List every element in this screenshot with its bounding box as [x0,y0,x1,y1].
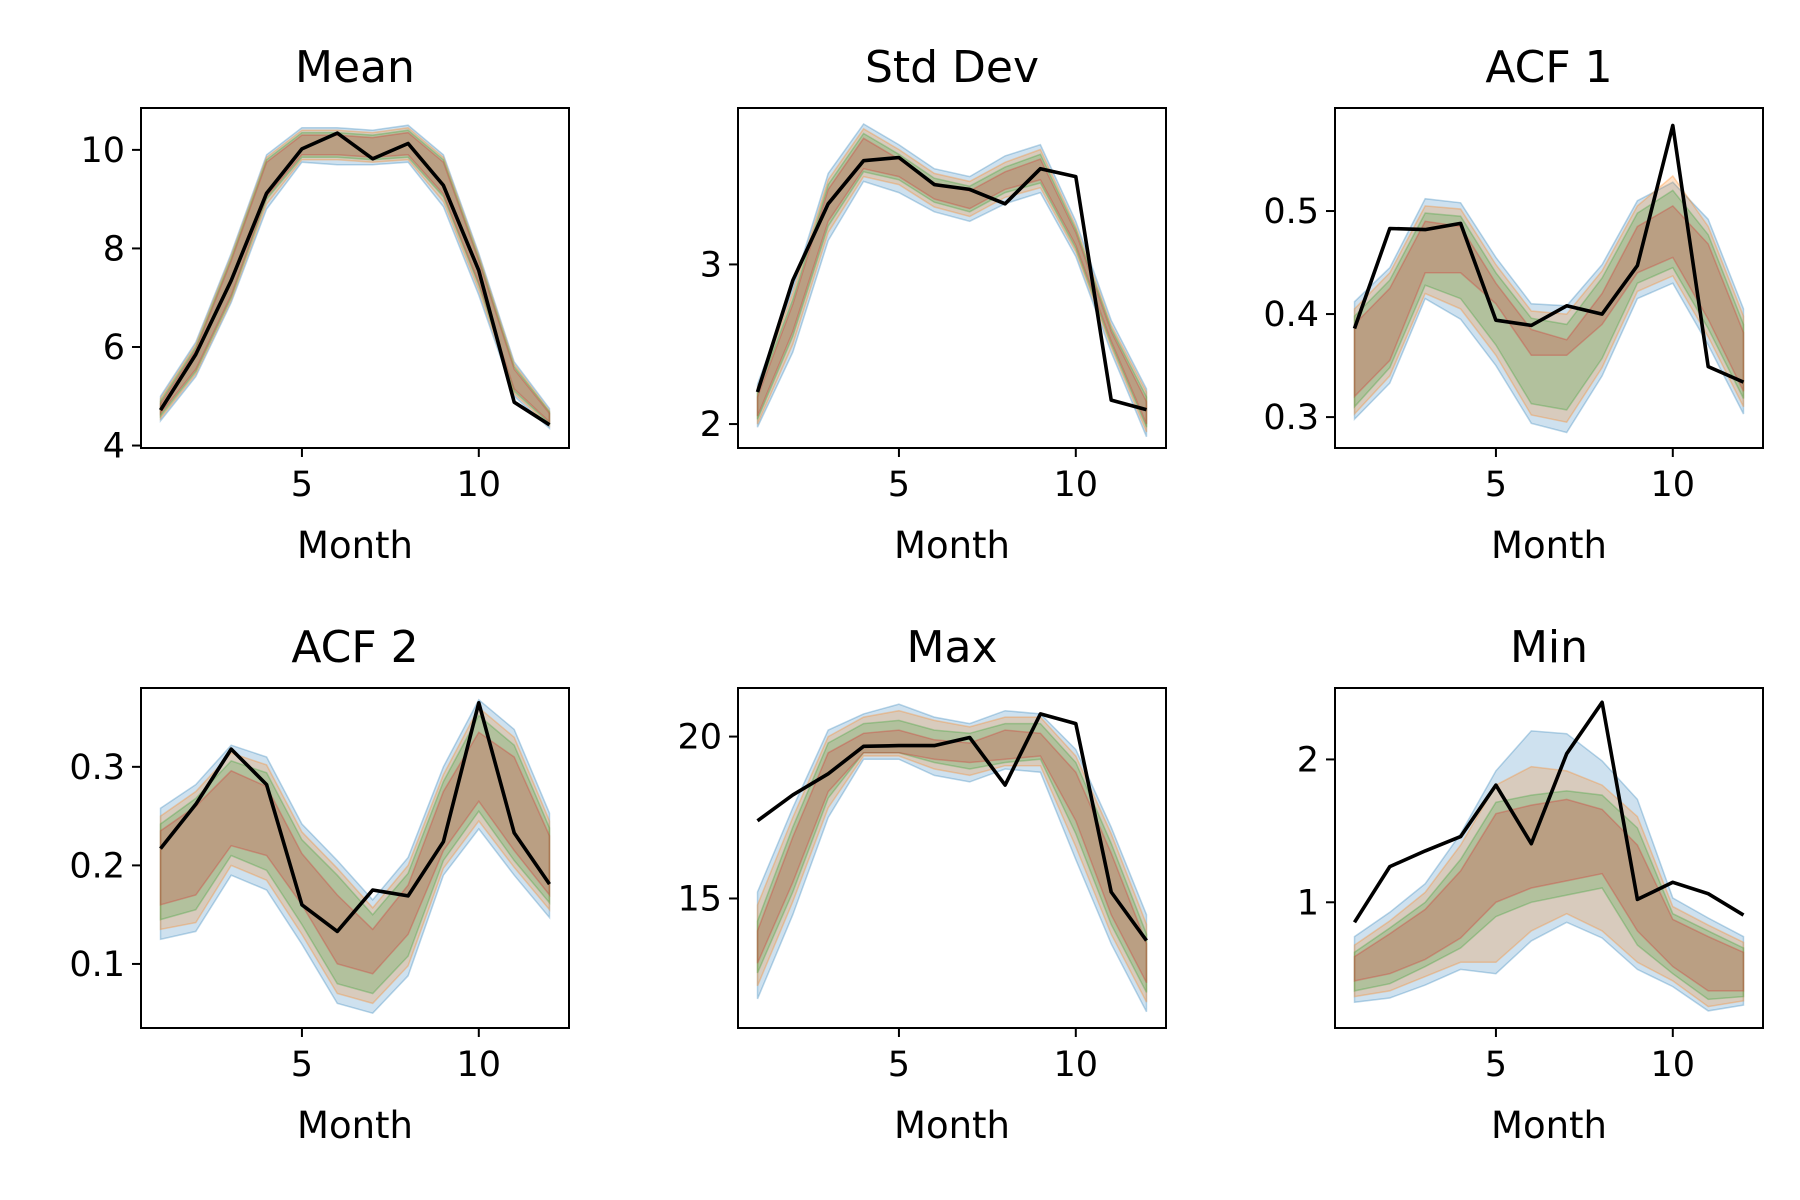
y-tick-label: 2 [1297,740,1319,780]
subplot-1: 5 10 4 6 8 10 Mean Month [80,42,570,567]
subplot-2: 5 10 2 3 Std Dev Month [700,42,1167,567]
band-3 [756,719,1148,993]
series-line [158,131,551,427]
series-line [159,700,551,934]
band-3 [1353,189,1745,411]
y-tick-label: 0.5 [1263,192,1319,232]
subplot-5: 5 10 15 20 Max Month [677,622,1167,1147]
plot-area [755,123,1148,438]
x-tick-label: 10 [1651,1045,1696,1085]
y-tick-label: 20 [677,718,722,758]
band-1 [1353,730,1745,1012]
series-line [755,155,1147,412]
axes-frame [140,687,570,1029]
y-tick-label: 0.1 [69,945,125,985]
y-tick-label: 8 [103,229,125,269]
subplot-title: Max [907,622,998,673]
plot-area [756,703,1148,1013]
axes-frame [737,107,1167,449]
band-4 [159,731,551,975]
band-1 [159,124,551,430]
x-tick-label: 5 [888,465,910,505]
axes-frame [1334,687,1764,1029]
y-tick-label: 0.3 [69,748,125,788]
band-1 [756,123,1148,438]
plot-area [1352,700,1745,1012]
subplot-title: ACF 1 [1485,42,1612,93]
band-1 [756,703,1148,1013]
y-tick-label: 3 [700,245,722,285]
band-2 [159,706,551,1005]
subplot-title: Min [1510,622,1588,673]
x-tick-label: 10 [1651,465,1696,505]
y-tick-label: 0.4 [1263,295,1319,335]
plot-area [158,124,551,430]
x-axis-label: Month [894,524,1010,567]
x-axis-label: Month [297,1104,413,1147]
axes-frame [1334,107,1764,449]
x-axis-label: Month [1491,524,1607,567]
x-axis-label: Month [894,1104,1010,1147]
x-tick-label: 5 [888,1045,910,1085]
band-4 [756,729,1148,984]
x-axis-label: Month [1491,1104,1607,1147]
subplot-title: Std Dev [865,42,1039,93]
x-tick-label: 5 [1485,465,1507,505]
series-line [1352,123,1745,384]
band-3 [1353,790,1745,1001]
band-2 [756,127,1148,433]
y-tick-label: 0.3 [1263,398,1319,438]
x-axis-label: Month [297,524,413,567]
y-tick-label: 10 [80,131,125,171]
band-4 [1353,204,1745,399]
subplot-title: Mean [295,42,415,93]
y-tick-label: 1 [1297,883,1319,923]
y-tick-label: 2 [700,405,722,445]
band-2 [756,709,1148,1003]
band-1 [1353,181,1745,434]
y-tick-label: 0.2 [69,846,125,886]
x-tick-label: 10 [1054,1045,1099,1085]
band-2 [159,126,551,428]
x-tick-label: 10 [457,465,502,505]
band-3 [159,714,551,995]
subplot-3: 5 10 0.3 0.4 0.5 ACF 1 Month [1263,42,1764,567]
y-tick-label: 15 [677,879,722,919]
series-line [1352,700,1745,924]
band-3 [159,129,551,426]
x-tick-label: 10 [457,1045,502,1085]
axes-frame [737,687,1167,1029]
plot-area [1352,123,1745,434]
band-3 [756,132,1148,428]
subplot-title: ACF 2 [291,622,418,673]
x-tick-label: 5 [291,1045,313,1085]
subplot-6: 5 10 1 2 Min Month [1297,622,1764,1147]
y-tick-label: 4 [103,427,125,467]
x-tick-label: 5 [291,465,313,505]
band-4 [159,131,551,424]
plot-area [159,698,551,1015]
axes-frame [140,107,570,449]
subplot-4: 5 10 0.1 0.2 0.3 ACF 2 Month [69,622,570,1147]
x-tick-label: 5 [1485,1045,1507,1085]
series-line [756,712,1148,942]
band-4 [1353,798,1745,992]
y-tick-label: 6 [103,328,125,368]
x-tick-label: 10 [1054,465,1099,505]
